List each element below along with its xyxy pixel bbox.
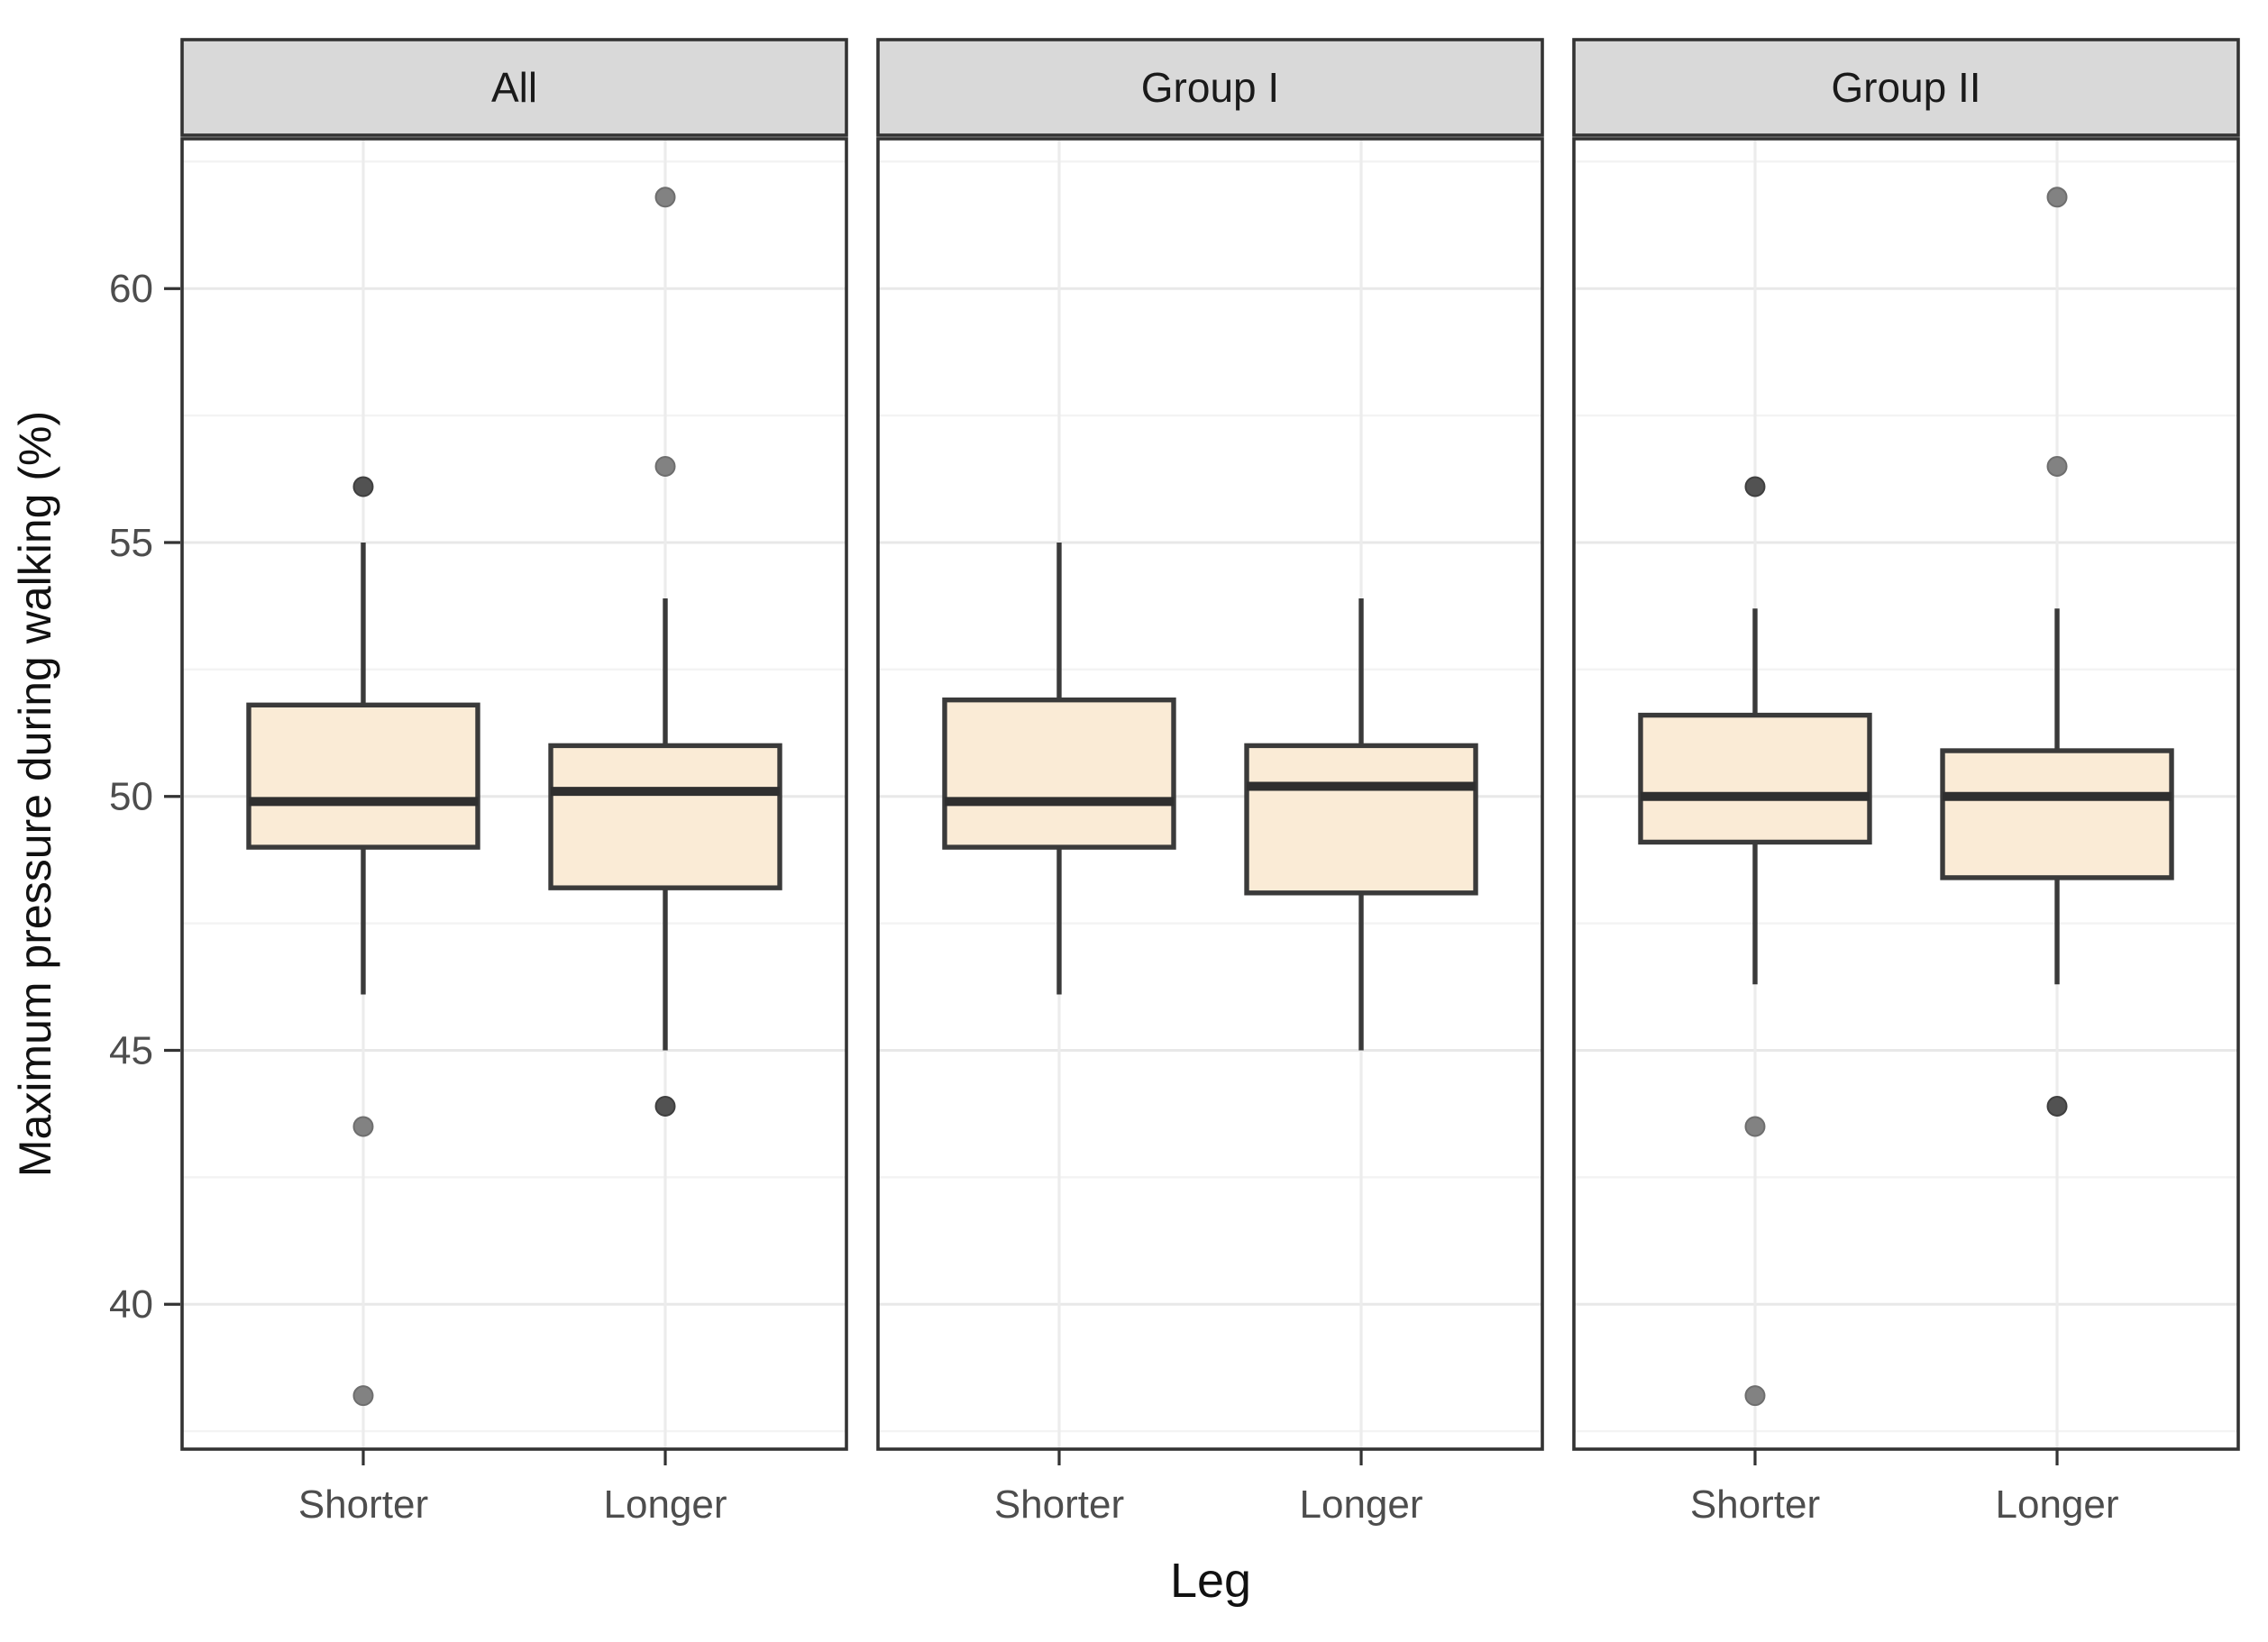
iqr-box [548,743,782,890]
y-tick-label: 60 [109,267,153,311]
boxplot-all-shorter [246,476,480,1407]
y-tick-label: 50 [109,775,153,819]
chart-axes: Shorter Longer Shorter Longer Shorter Longer 6… [109,267,2118,1527]
x-tick-label: Longer [1996,1482,2119,1527]
facet-strip-label: All [491,64,537,111]
facet-strip [180,38,848,137]
panel-border [1572,137,2240,1451]
x-tick-label: Longer [604,1482,727,1527]
outlier-point [1744,1116,1766,1137]
outlier-point [1744,1385,1766,1407]
iqr-box [1244,743,1478,896]
y-tick-label: 55 [109,521,153,565]
y-tick-label: 45 [109,1028,153,1072]
facet-strip-label: Group II [1831,64,1980,111]
boxplot-group-ii-shorter [1638,476,1872,1407]
x-tick-label: Longer [1300,1482,1423,1527]
chart-panels: All Group I Group II [180,38,2240,1451]
panel-border [876,137,1544,1451]
boxplot-group-i-longer [1244,598,1478,1051]
x-axis-title: Leg [1170,1554,1251,1608]
outlier-point [2046,187,2068,208]
iqr-box [246,702,480,850]
iqr-box [942,697,1176,850]
facet-strip [1572,38,2240,137]
outlier-point-dark [1744,476,1766,497]
x-tick-label: Shorter [298,1482,428,1527]
panel-border [180,137,848,1451]
outlier-point [352,1385,374,1407]
outlier-point [2046,455,2068,477]
x-tick-label: Shorter [994,1482,1124,1527]
outlier-point [654,455,676,477]
x-tick-label: Shorter [1690,1482,1820,1527]
facet-strip-label: Group I [1141,64,1279,111]
outlier-point [654,187,676,208]
iqr-box [1940,748,2174,880]
outlier-point-dark [2046,1095,2068,1117]
boxplot-all-longer [548,187,782,1117]
y-axis-title: Maximum pressure during walking (%) [10,411,60,1177]
y-tick-label: 40 [109,1282,153,1327]
boxplot-group-ii-longer [1940,187,2174,1117]
outlier-point-dark [654,1095,676,1117]
boxplot-group-i-shorter [942,542,1176,995]
outlier-point [352,1116,374,1137]
iqr-box [1638,712,1872,845]
facet-strip [876,38,1544,137]
outlier-point-dark [352,476,374,497]
